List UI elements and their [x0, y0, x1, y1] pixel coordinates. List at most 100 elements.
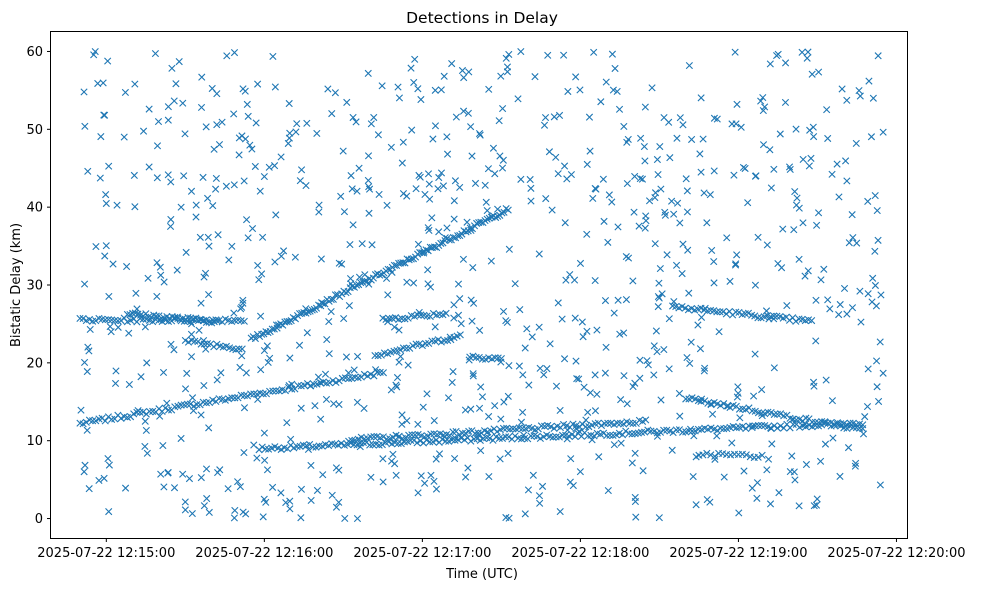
data-point — [758, 412, 766, 420]
data-point — [715, 328, 723, 336]
data-point — [744, 199, 752, 207]
data-point — [367, 473, 375, 481]
data-point — [804, 48, 812, 56]
data-point — [655, 294, 663, 302]
data-point — [571, 314, 579, 322]
data-point — [753, 479, 762, 487]
data-point — [443, 224, 451, 232]
data-point — [527, 184, 535, 192]
data-point — [200, 381, 208, 390]
data-point — [498, 164, 507, 172]
data-point — [464, 109, 472, 117]
data-point — [752, 172, 760, 180]
data-point — [843, 96, 851, 104]
data-point — [424, 266, 432, 274]
data-point — [189, 315, 197, 323]
data-point — [431, 122, 440, 130]
data-point — [225, 256, 233, 264]
data-point — [419, 403, 427, 411]
data-point — [499, 307, 508, 316]
data-point — [552, 382, 561, 390]
data-point — [602, 343, 610, 351]
data-point — [286, 129, 294, 137]
data-point — [731, 261, 740, 269]
data-point — [876, 481, 884, 489]
data-point — [231, 506, 239, 515]
data-point — [143, 449, 151, 457]
data-point — [471, 179, 480, 187]
data-point — [242, 369, 250, 377]
data-point — [679, 121, 687, 129]
data-point — [650, 371, 658, 379]
data-point — [283, 419, 291, 427]
data-point — [153, 292, 161, 301]
data-point — [845, 239, 853, 247]
data-point — [686, 359, 694, 368]
data-point — [527, 432, 535, 440]
data-point — [462, 473, 470, 481]
data-point — [440, 72, 448, 80]
data-point — [185, 475, 194, 483]
data-point — [641, 103, 649, 111]
data-point — [570, 276, 579, 284]
data-point — [586, 147, 594, 155]
data-point — [653, 432, 662, 440]
data-point — [425, 180, 433, 188]
data-point — [807, 154, 815, 162]
data-point — [656, 428, 665, 436]
data-point — [269, 387, 277, 395]
data-point — [673, 199, 682, 207]
data-point — [500, 398, 508, 406]
data-point — [449, 368, 457, 376]
data-point — [340, 208, 349, 216]
data-point — [641, 157, 649, 165]
data-point — [458, 66, 467, 75]
data-point — [805, 162, 813, 170]
data-point — [105, 292, 113, 301]
data-point — [378, 82, 386, 90]
data-point — [545, 148, 554, 156]
data-point — [810, 382, 818, 390]
data-point — [417, 95, 425, 104]
data-point — [360, 404, 368, 413]
data-point — [144, 274, 152, 282]
data-point — [105, 162, 113, 170]
data-point — [370, 113, 378, 122]
data-point — [813, 221, 821, 229]
data-point — [576, 86, 584, 94]
data-point — [694, 321, 702, 329]
data-point — [637, 428, 646, 436]
data-point — [502, 54, 510, 62]
data-point — [236, 483, 244, 491]
data-point — [591, 184, 599, 193]
data-point — [269, 52, 277, 60]
data-point — [285, 382, 293, 390]
data-point — [703, 219, 711, 227]
data-point — [843, 424, 851, 433]
data-point — [656, 264, 664, 273]
data-point — [263, 466, 272, 474]
data-point — [828, 397, 837, 405]
data-point — [197, 411, 205, 419]
data-point — [424, 224, 432, 232]
data-point — [713, 308, 721, 316]
data-point — [706, 498, 714, 506]
data-point — [697, 313, 706, 321]
data-point — [672, 426, 680, 434]
data-point — [96, 174, 104, 182]
data-point — [379, 478, 387, 486]
data-point — [876, 338, 884, 346]
y-tick-label: 10 — [26, 434, 43, 449]
data-point — [824, 296, 832, 304]
data-point — [235, 151, 243, 159]
data-point — [456, 295, 464, 303]
data-point — [762, 307, 771, 315]
data-point — [822, 376, 830, 384]
data-point — [874, 52, 882, 60]
data-point — [812, 337, 820, 345]
data-point — [346, 240, 354, 249]
data-point — [582, 416, 590, 424]
data-point — [454, 232, 462, 240]
data-point — [157, 470, 165, 478]
data-point — [519, 371, 527, 379]
